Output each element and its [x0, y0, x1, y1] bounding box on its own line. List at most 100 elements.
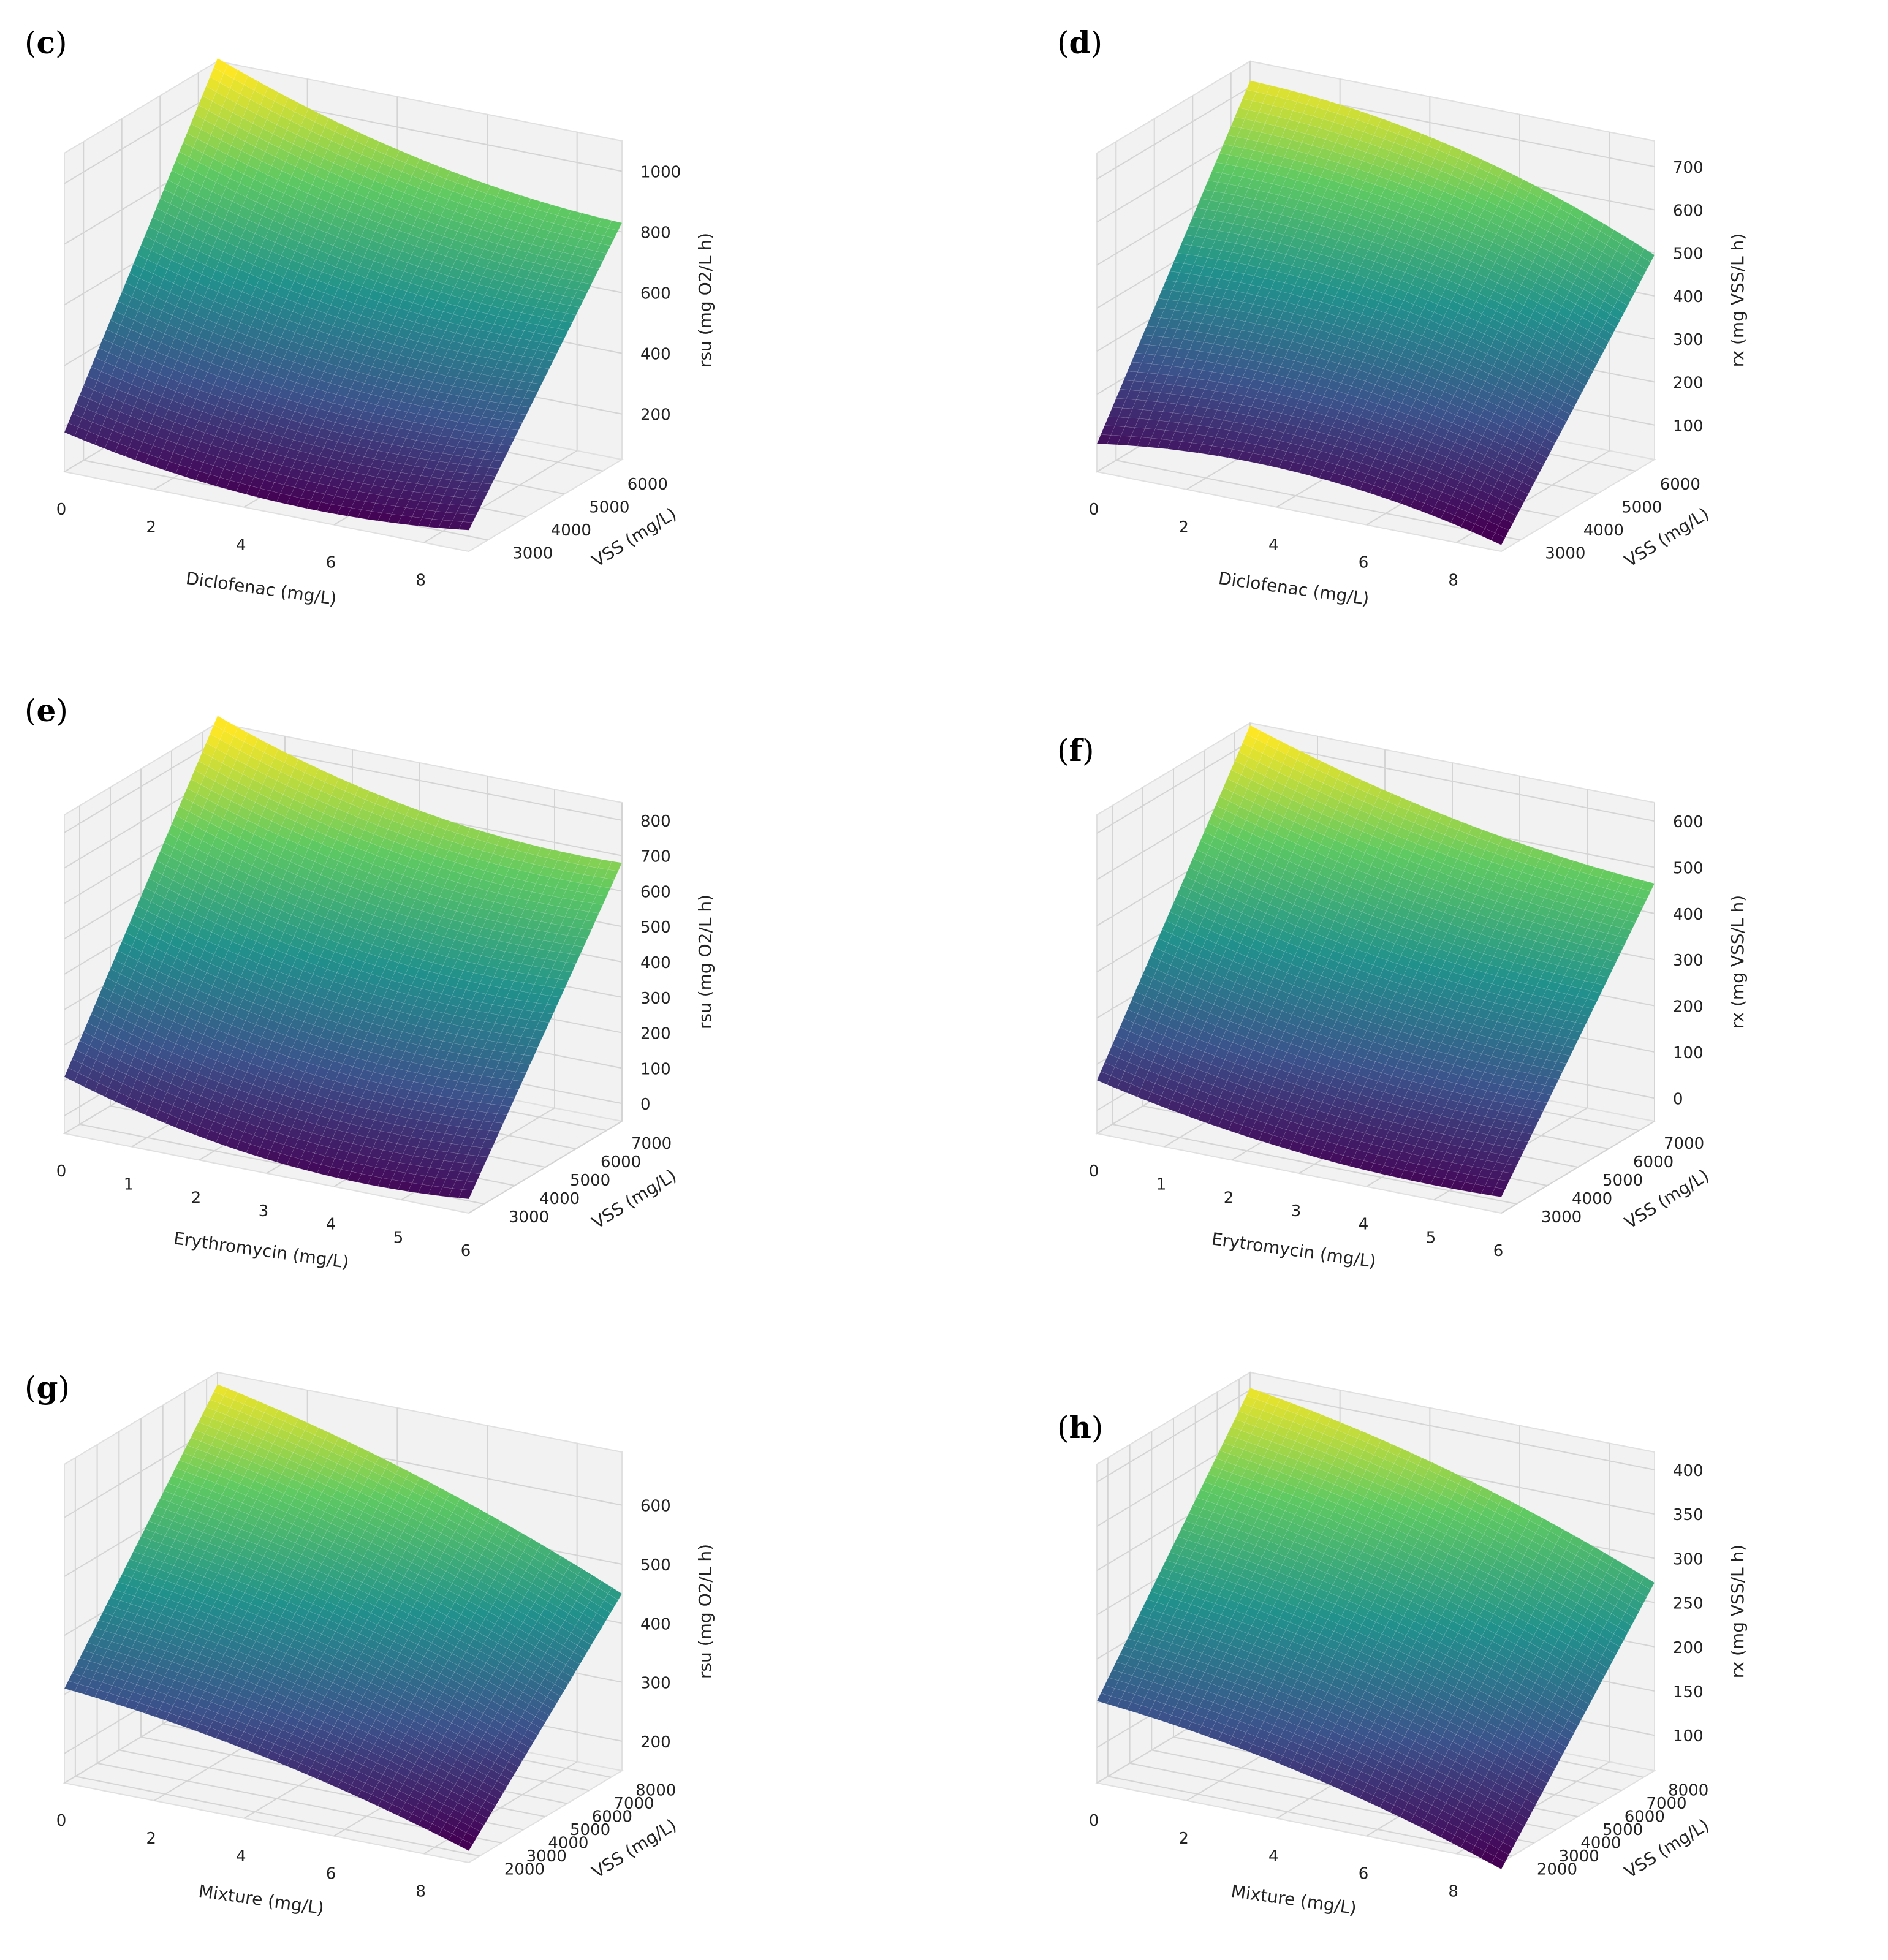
y-tick-label: 5000: [570, 1171, 610, 1190]
y-tick-label: 8000: [635, 1782, 676, 1800]
x-tick-label: 0: [56, 1812, 67, 1830]
y-tick-label: 3000: [512, 544, 553, 562]
surface-plot-c: 0 2 4 6 8 3000 4000 5000 6000 200 400 600 800 1000 Dic…: [56, 58, 715, 609]
x-tick-label: 4: [326, 1216, 336, 1234]
z-tick-label: 700: [640, 848, 671, 866]
surface: [1096, 725, 1655, 1197]
y-tick-label: 6000: [1625, 1808, 1665, 1826]
z-tick-label: 1000: [640, 164, 681, 182]
x-tick-label: 4: [1268, 1847, 1279, 1866]
x-tick-label: 2: [1178, 1829, 1189, 1848]
z-tick-label: 500: [1673, 860, 1704, 878]
y-tick-label: 7000: [631, 1135, 672, 1153]
y-tick-label: 5000: [570, 1821, 610, 1839]
z-tick-label: 100: [1673, 1044, 1704, 1062]
z-axis-title: rx (mg VSS/L h): [1727, 1545, 1748, 1678]
z-axis-title: rx (mg VSS/L h): [1727, 233, 1748, 367]
y-tick-label: 5000: [589, 498, 629, 516]
z-tick-label: 400: [1673, 906, 1704, 924]
y-tick-label: 2000: [1537, 1860, 1577, 1879]
x-tick-label: 0: [1089, 501, 1099, 519]
panel-label-d: (d): [1057, 25, 1102, 61]
z-tick-label: 600: [1673, 813, 1704, 831]
x-tick-label: 0: [1089, 1162, 1099, 1181]
z-tick-label: 500: [640, 918, 671, 937]
x-tick-label: 6: [326, 1865, 336, 1883]
x-axis-title: Mixture (mg/L): [197, 1881, 325, 1918]
surface-plot-d: 0 2 4 6 8 3000 4000 5000 6000 100 200 300 400 500 600 7…: [1089, 60, 1748, 609]
z-axis-title: rx (mg VSS/L h): [1727, 895, 1748, 1029]
z-tick-label: 200: [1673, 1639, 1704, 1657]
x-tick-label: 2: [191, 1189, 202, 1207]
z-tick-label: 700: [1673, 159, 1704, 177]
x-axis-title: Diclofenac (mg/L): [1217, 568, 1370, 609]
x-tick-label: 2: [1178, 518, 1189, 537]
z-tick-label: 200: [1673, 374, 1704, 393]
y-tick-label: 6000: [1633, 1153, 1674, 1171]
tick-labels: 0 2 4 6 8 3000 4000 5000 6000 200 400 600 800 1000: [56, 164, 681, 590]
x-tick-label: 6: [1493, 1242, 1504, 1260]
tick-labels: 0 2 4 6 8 3000 4000 5000 6000 100 200 300 400 500 600 7…: [1089, 159, 1704, 589]
x-axis-title: Erytromycin (mg/L): [1210, 1228, 1377, 1271]
x-tick-label: 3: [1291, 1202, 1302, 1220]
surface: [1096, 80, 1655, 545]
x-tick-label: 3: [259, 1202, 269, 1220]
x-tick-label: 8: [1448, 572, 1458, 590]
z-tick-label: 800: [640, 812, 671, 831]
z-tick-label: 300: [1673, 952, 1704, 970]
x-tick-label: 6: [1359, 554, 1369, 572]
z-tick-label: 400: [1673, 288, 1704, 306]
x-tick-label: 8: [415, 1883, 426, 1901]
x-axis-title: Erythromycin (mg/L): [172, 1228, 350, 1273]
z-axis-title: rsu (mg O2/L h): [695, 233, 715, 368]
x-tick-label: 2: [1224, 1189, 1234, 1207]
z-tick-label: 150: [1673, 1683, 1704, 1701]
y-tick-label: 6000: [1660, 475, 1700, 494]
x-tick-label: 0: [56, 1162, 67, 1181]
z-tick-label: 400: [640, 346, 671, 364]
x-tick-label: 8: [1448, 1883, 1458, 1901]
y-tick-label: 7000: [1646, 1795, 1686, 1813]
chart-panel-h: (h) 0 2 4 6 8 2000 3000 4000 5000 6000 7000 8000 100…: [944, 1311, 1888, 1960]
z-tick-label: 300: [1673, 1550, 1704, 1568]
z-tick-label: 250: [1673, 1595, 1704, 1613]
y-tick-label: 3000: [1541, 1208, 1582, 1227]
surface: [1096, 1387, 1655, 1870]
y-tick-label: 2000: [504, 1860, 545, 1879]
surface: [64, 715, 623, 1200]
z-tick-label: 600: [640, 883, 671, 901]
chart-panel-e: (e) 0 1 2 3 4 5 6 3000 4000 5000 6000 7000 0 100 200 30…: [0, 662, 944, 1311]
y-tick-label: 3000: [1559, 1847, 1599, 1866]
x-axis-title: Diclofenac (mg/L): [184, 568, 338, 609]
y-tick-label: 8000: [1668, 1782, 1708, 1800]
z-tick-label: 300: [1673, 331, 1704, 349]
x-tick-label: 5: [1426, 1228, 1436, 1247]
z-tick-label: 800: [640, 224, 671, 243]
x-tick-label: 0: [1089, 1812, 1099, 1830]
x-tick-label: 4: [1268, 536, 1279, 554]
y-tick-label: 4000: [539, 1190, 580, 1208]
x-tick-label: 4: [1359, 1216, 1369, 1234]
x-tick-label: 8: [415, 572, 426, 590]
surface: [64, 58, 623, 531]
z-tick-label: 400: [1673, 1462, 1704, 1480]
y-tick-label: 6000: [601, 1153, 641, 1171]
panel-label-f: (f): [1057, 732, 1094, 768]
z-tick-label: 500: [640, 1556, 671, 1575]
x-tick-label: 6: [1359, 1865, 1369, 1883]
y-tick-label: 7000: [613, 1795, 654, 1813]
y-tick-label: 4000: [551, 521, 591, 540]
z-tick-label: 350: [1673, 1506, 1704, 1524]
chart-panel-d: (d) 0 2 4 6 8 3000 4000 5000 6000 100 200 300 400 500…: [944, 0, 1888, 649]
panel-label-e: (e): [25, 692, 68, 728]
chart-panel-f: (f) 0 1 2 3 4 5 6 3000 4000 5000 6000 7000 0 100 200 30…: [944, 662, 1888, 1311]
x-tick-label: 0: [56, 501, 67, 519]
x-tick-label: 6: [326, 554, 336, 572]
x-tick-label: 2: [146, 518, 156, 537]
x-tick-label: 4: [236, 1847, 246, 1866]
